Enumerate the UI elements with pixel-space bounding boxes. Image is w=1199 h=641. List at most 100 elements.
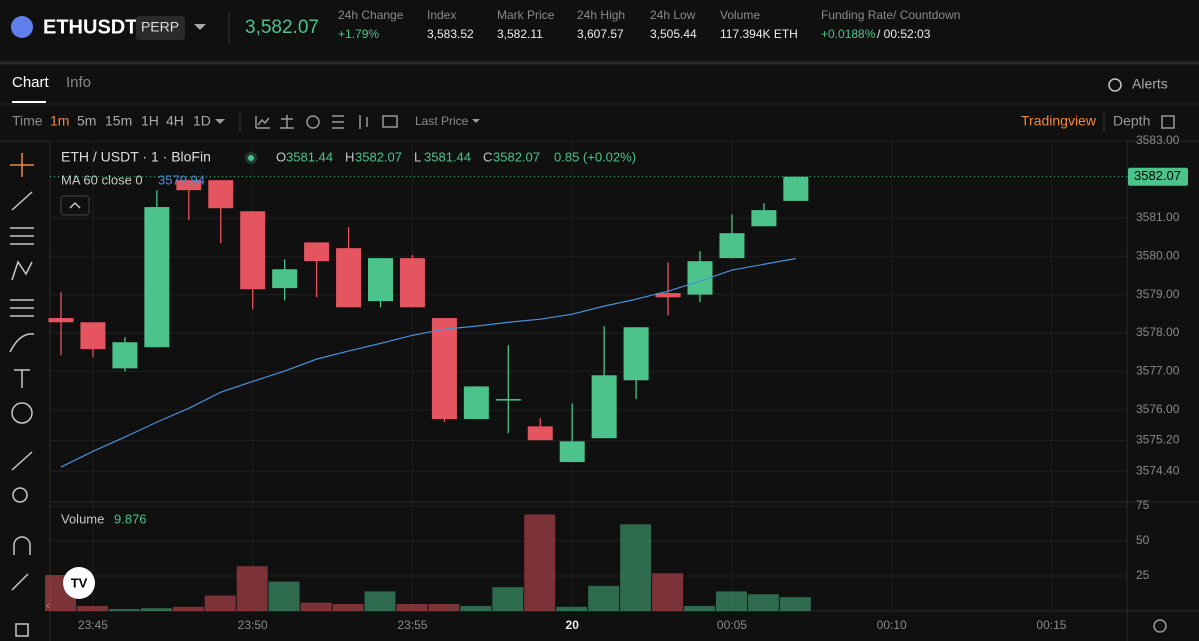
volume-bar	[108, 609, 140, 611]
y-tick-label: 3581.00	[1136, 210, 1180, 224]
volume-bar	[236, 566, 268, 611]
status-dot	[248, 155, 254, 161]
volume-bar	[140, 608, 172, 611]
depth[interactable]: Depth	[1113, 113, 1150, 129]
stat-value: +1.79%	[338, 27, 379, 41]
ma-value: 3579.94	[158, 172, 205, 187]
y-tick-label: 3579.00	[1136, 287, 1180, 301]
eth-icon	[11, 16, 33, 38]
candle-body	[751, 210, 777, 227]
dropdown[interactable]	[215, 119, 225, 124]
tab-info[interactable]: Info	[66, 74, 91, 91]
stat-label: 24h Low	[650, 8, 696, 22]
volume-bar	[492, 587, 524, 611]
stat-label: Volume	[720, 8, 760, 22]
pair: ETH / USDT · 1 · BloFin	[61, 149, 211, 165]
badge-bg	[136, 16, 185, 40]
candle-body	[495, 399, 521, 401]
stat-label: 24h Change	[338, 8, 404, 22]
y-tick-label: 3577.00	[1136, 364, 1180, 378]
ohlc-value: 3581.44	[424, 149, 471, 164]
volume-label: Volume	[61, 511, 104, 526]
interval[interactable]: 1m	[50, 113, 69, 129]
x-tick-label: 00:15	[1036, 618, 1066, 632]
interval[interactable]: 1H	[141, 113, 159, 129]
stat-extra: / 00:52:03	[877, 27, 931, 41]
ohlc-label: H	[345, 149, 354, 164]
stat-value: +0.0188%	[821, 27, 876, 41]
volume-bar	[396, 604, 428, 611]
candle-body	[559, 441, 585, 463]
badge: PERP	[141, 19, 179, 35]
x-tick-label: 23:55	[397, 618, 427, 632]
x-tick-label: 00:05	[717, 618, 747, 632]
volume-bar	[364, 591, 396, 611]
ohlc-label: C	[483, 149, 492, 164]
settings[interactable]	[1153, 619, 1167, 633]
y-tick-label: 3578.00	[1136, 325, 1180, 339]
stat-label: 24h High	[577, 8, 625, 22]
last-price: 3,582.07	[245, 17, 319, 38]
candle-body	[368, 258, 393, 302]
chevron	[69, 201, 81, 209]
volume-bar	[268, 581, 300, 611]
time-label: Time	[12, 113, 43, 129]
candle-body	[208, 180, 234, 209]
candle-body	[719, 233, 745, 259]
y-tick-label: 3583.00	[1136, 133, 1180, 147]
volume-bar	[715, 591, 747, 611]
volume-bar	[300, 602, 332, 611]
candle-body	[144, 207, 170, 348]
volume-tick-label: 50	[1136, 533, 1150, 547]
candle-body	[336, 248, 362, 308]
price-tag-label: 3582.07	[1134, 168, 1181, 183]
interval[interactable]: 5m	[77, 113, 96, 129]
candle-body	[783, 176, 809, 201]
interval[interactable]: 15m	[105, 113, 132, 129]
stat-label: Index	[427, 8, 456, 22]
candle-body	[80, 322, 106, 350]
volume-bar	[76, 605, 108, 611]
y-tick-label: 3575.20	[1136, 433, 1180, 447]
alert-icon	[1108, 78, 1122, 92]
stat-value: 117.394K ETH	[720, 27, 798, 41]
candle-body	[399, 258, 425, 308]
candle-body	[48, 318, 74, 323]
x-tick-label: 00:10	[877, 618, 907, 632]
tab-chart[interactable]: Chart	[12, 74, 50, 91]
candle-body	[591, 375, 617, 439]
interval[interactable]: 4H	[166, 113, 184, 129]
dropdown[interactable]	[194, 24, 206, 30]
candle-body	[463, 386, 489, 420]
volume-bar	[747, 594, 779, 611]
volume-bar	[428, 604, 460, 611]
alerts[interactable]: Alerts	[1132, 76, 1168, 92]
candle-body	[655, 293, 681, 298]
ma-label: MA 60 close 0	[61, 172, 143, 187]
volume-bar	[620, 524, 652, 611]
tv-logo	[63, 567, 95, 599]
expand[interactable]	[1161, 115, 1175, 129]
interval[interactable]: 1D	[193, 113, 211, 129]
x-tick-label: 23:50	[238, 618, 268, 632]
candle-body	[623, 327, 649, 381]
stat-value: 3,582.11	[497, 27, 543, 41]
dropdown[interactable]	[472, 119, 480, 123]
y-tick-label: 3576.00	[1136, 402, 1180, 416]
x-tick-label: 20	[566, 618, 580, 632]
stat-value: 3,607.57	[577, 27, 624, 41]
symbol[interactable]: ETHUSDT	[43, 16, 137, 38]
volume-bar	[460, 605, 492, 611]
ohlc-label: O	[276, 149, 286, 164]
change: 0.85 (+0.02%)	[554, 149, 636, 164]
view[interactable]: Tradingview	[1021, 113, 1097, 129]
collapse-legend[interactable]	[60, 195, 90, 216]
y-tick-label: 3580.00	[1136, 248, 1180, 262]
price-source[interactable]: Last Price	[415, 114, 469, 128]
ma-line	[60, 257, 796, 468]
volume-bar	[588, 585, 620, 611]
volume-tick-label: 25	[1136, 568, 1150, 582]
volume-tick-label: 75	[1136, 498, 1150, 512]
